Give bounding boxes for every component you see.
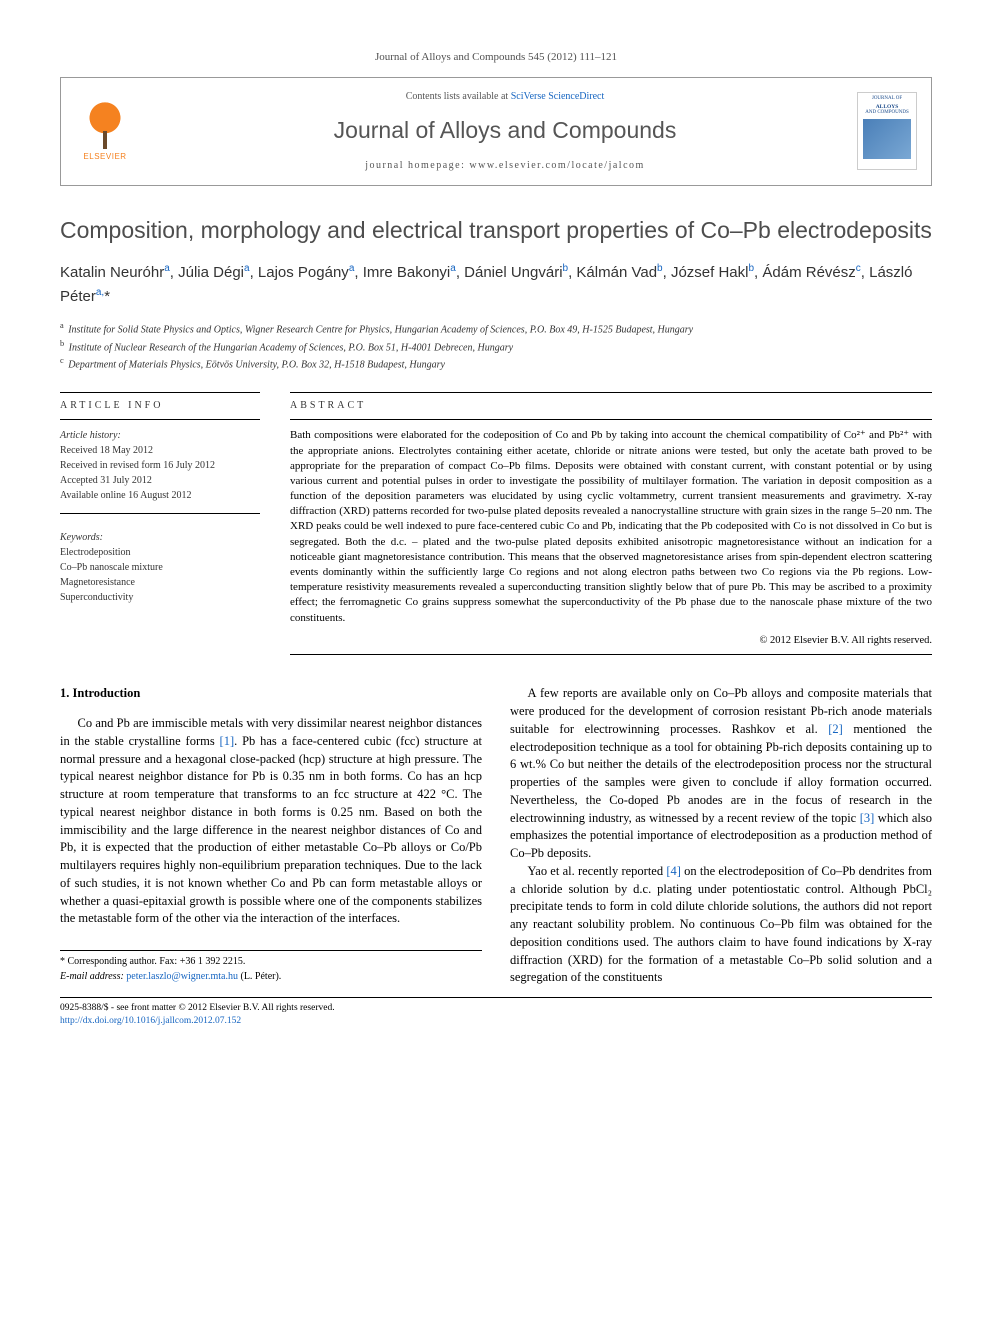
footer-block: 0925-8388/$ - see front matter © 2012 El… <box>60 997 932 1029</box>
journal-cover-thumbnail: JOURNAL OF ALLOYS AND COMPOUNDS <box>857 92 917 170</box>
email-link[interactable]: peter.laszlo@wigner.mta.hu <box>126 971 238 982</box>
body-paragraph: Yao et al. recently reported [4] on the … <box>510 863 932 987</box>
corresponding-email-line: E-mail address: peter.laszlo@wigner.mta.… <box>60 970 482 985</box>
history-received: Received 18 May 2012 <box>60 443 260 458</box>
history-label: Article history: <box>60 428 260 443</box>
history-accepted: Accepted 31 July 2012 <box>60 473 260 488</box>
cover-line-1: JOURNAL OF <box>872 96 902 102</box>
sciverse-link[interactable]: SciVerse ScienceDirect <box>511 91 605 102</box>
abstract-label: ABSTRACT <box>290 393 932 419</box>
affiliations: a Institute for Solid State Physics and … <box>60 320 932 372</box>
body-paragraph: A few reports are available only on Co–P… <box>510 685 932 863</box>
article-title: Composition, morphology and electrical t… <box>60 216 932 246</box>
body-column-right: A few reports are available only on Co–P… <box>510 685 932 987</box>
journal-homepage: journal homepage: www.elsevier.com/locat… <box>153 159 857 173</box>
doi-link[interactable]: http://dx.doi.org/10.1016/j.jallcom.2012… <box>60 1016 241 1026</box>
abstract-text: Bath compositions were elaborated for th… <box>290 420 932 625</box>
elsevier-logo: ELSEVIER <box>75 96 135 166</box>
abstract-column: ABSTRACT Bath compositions were elaborat… <box>290 392 932 655</box>
contents-available: Contents lists available at SciVerse Sci… <box>153 90 857 104</box>
keyword: Superconductivity <box>60 590 260 605</box>
keyword: Co–Pb nanoscale mixture <box>60 560 260 575</box>
body-column-left: 1. Introduction Co and Pb are immiscible… <box>60 685 482 987</box>
body-paragraph: Co and Pb are immiscible metals with ver… <box>60 715 482 928</box>
keywords-label: Keywords: <box>60 530 260 545</box>
issn-line: 0925-8388/$ - see front matter © 2012 El… <box>60 1002 932 1015</box>
article-info-label: ARTICLE INFO <box>60 393 260 419</box>
journal-reference: Journal of Alloys and Compounds 545 (201… <box>60 50 932 65</box>
section-heading-introduction: 1. Introduction <box>60 685 482 703</box>
elsevier-tree-icon <box>83 101 127 149</box>
article-info-column: ARTICLE INFO Article history: Received 1… <box>60 392 260 655</box>
elsevier-label: ELSEVIER <box>83 151 126 162</box>
history-revised: Received in revised form 16 July 2012 <box>60 458 260 473</box>
affiliation: b Institute of Nuclear Research of the H… <box>60 338 932 355</box>
contents-prefix: Contents lists available at <box>406 91 511 102</box>
corresponding-author: * Corresponding author. Fax: +36 1 392 2… <box>60 955 482 970</box>
cover-image-icon <box>863 119 911 159</box>
email-label: E-mail address: <box>60 971 126 982</box>
keyword: Electrodeposition <box>60 545 260 560</box>
affiliation: a Institute for Solid State Physics and … <box>60 320 932 337</box>
journal-header: ELSEVIER Contents lists available at Sci… <box>60 77 932 185</box>
abstract-copyright: © 2012 Elsevier B.V. All rights reserved… <box>290 634 932 649</box>
email-suffix: (L. Péter). <box>238 971 281 982</box>
history-online: Available online 16 August 2012 <box>60 488 260 503</box>
affiliation: c Department of Materials Physics, Eötvö… <box>60 355 932 372</box>
author-list: Katalin Neuróhra, Júlia Dégia, Lajos Pog… <box>60 261 932 308</box>
journal-title: Journal of Alloys and Compounds <box>153 114 857 146</box>
cover-line-3: AND COMPOUNDS <box>865 110 908 116</box>
keyword: Magnetoresistance <box>60 575 260 590</box>
